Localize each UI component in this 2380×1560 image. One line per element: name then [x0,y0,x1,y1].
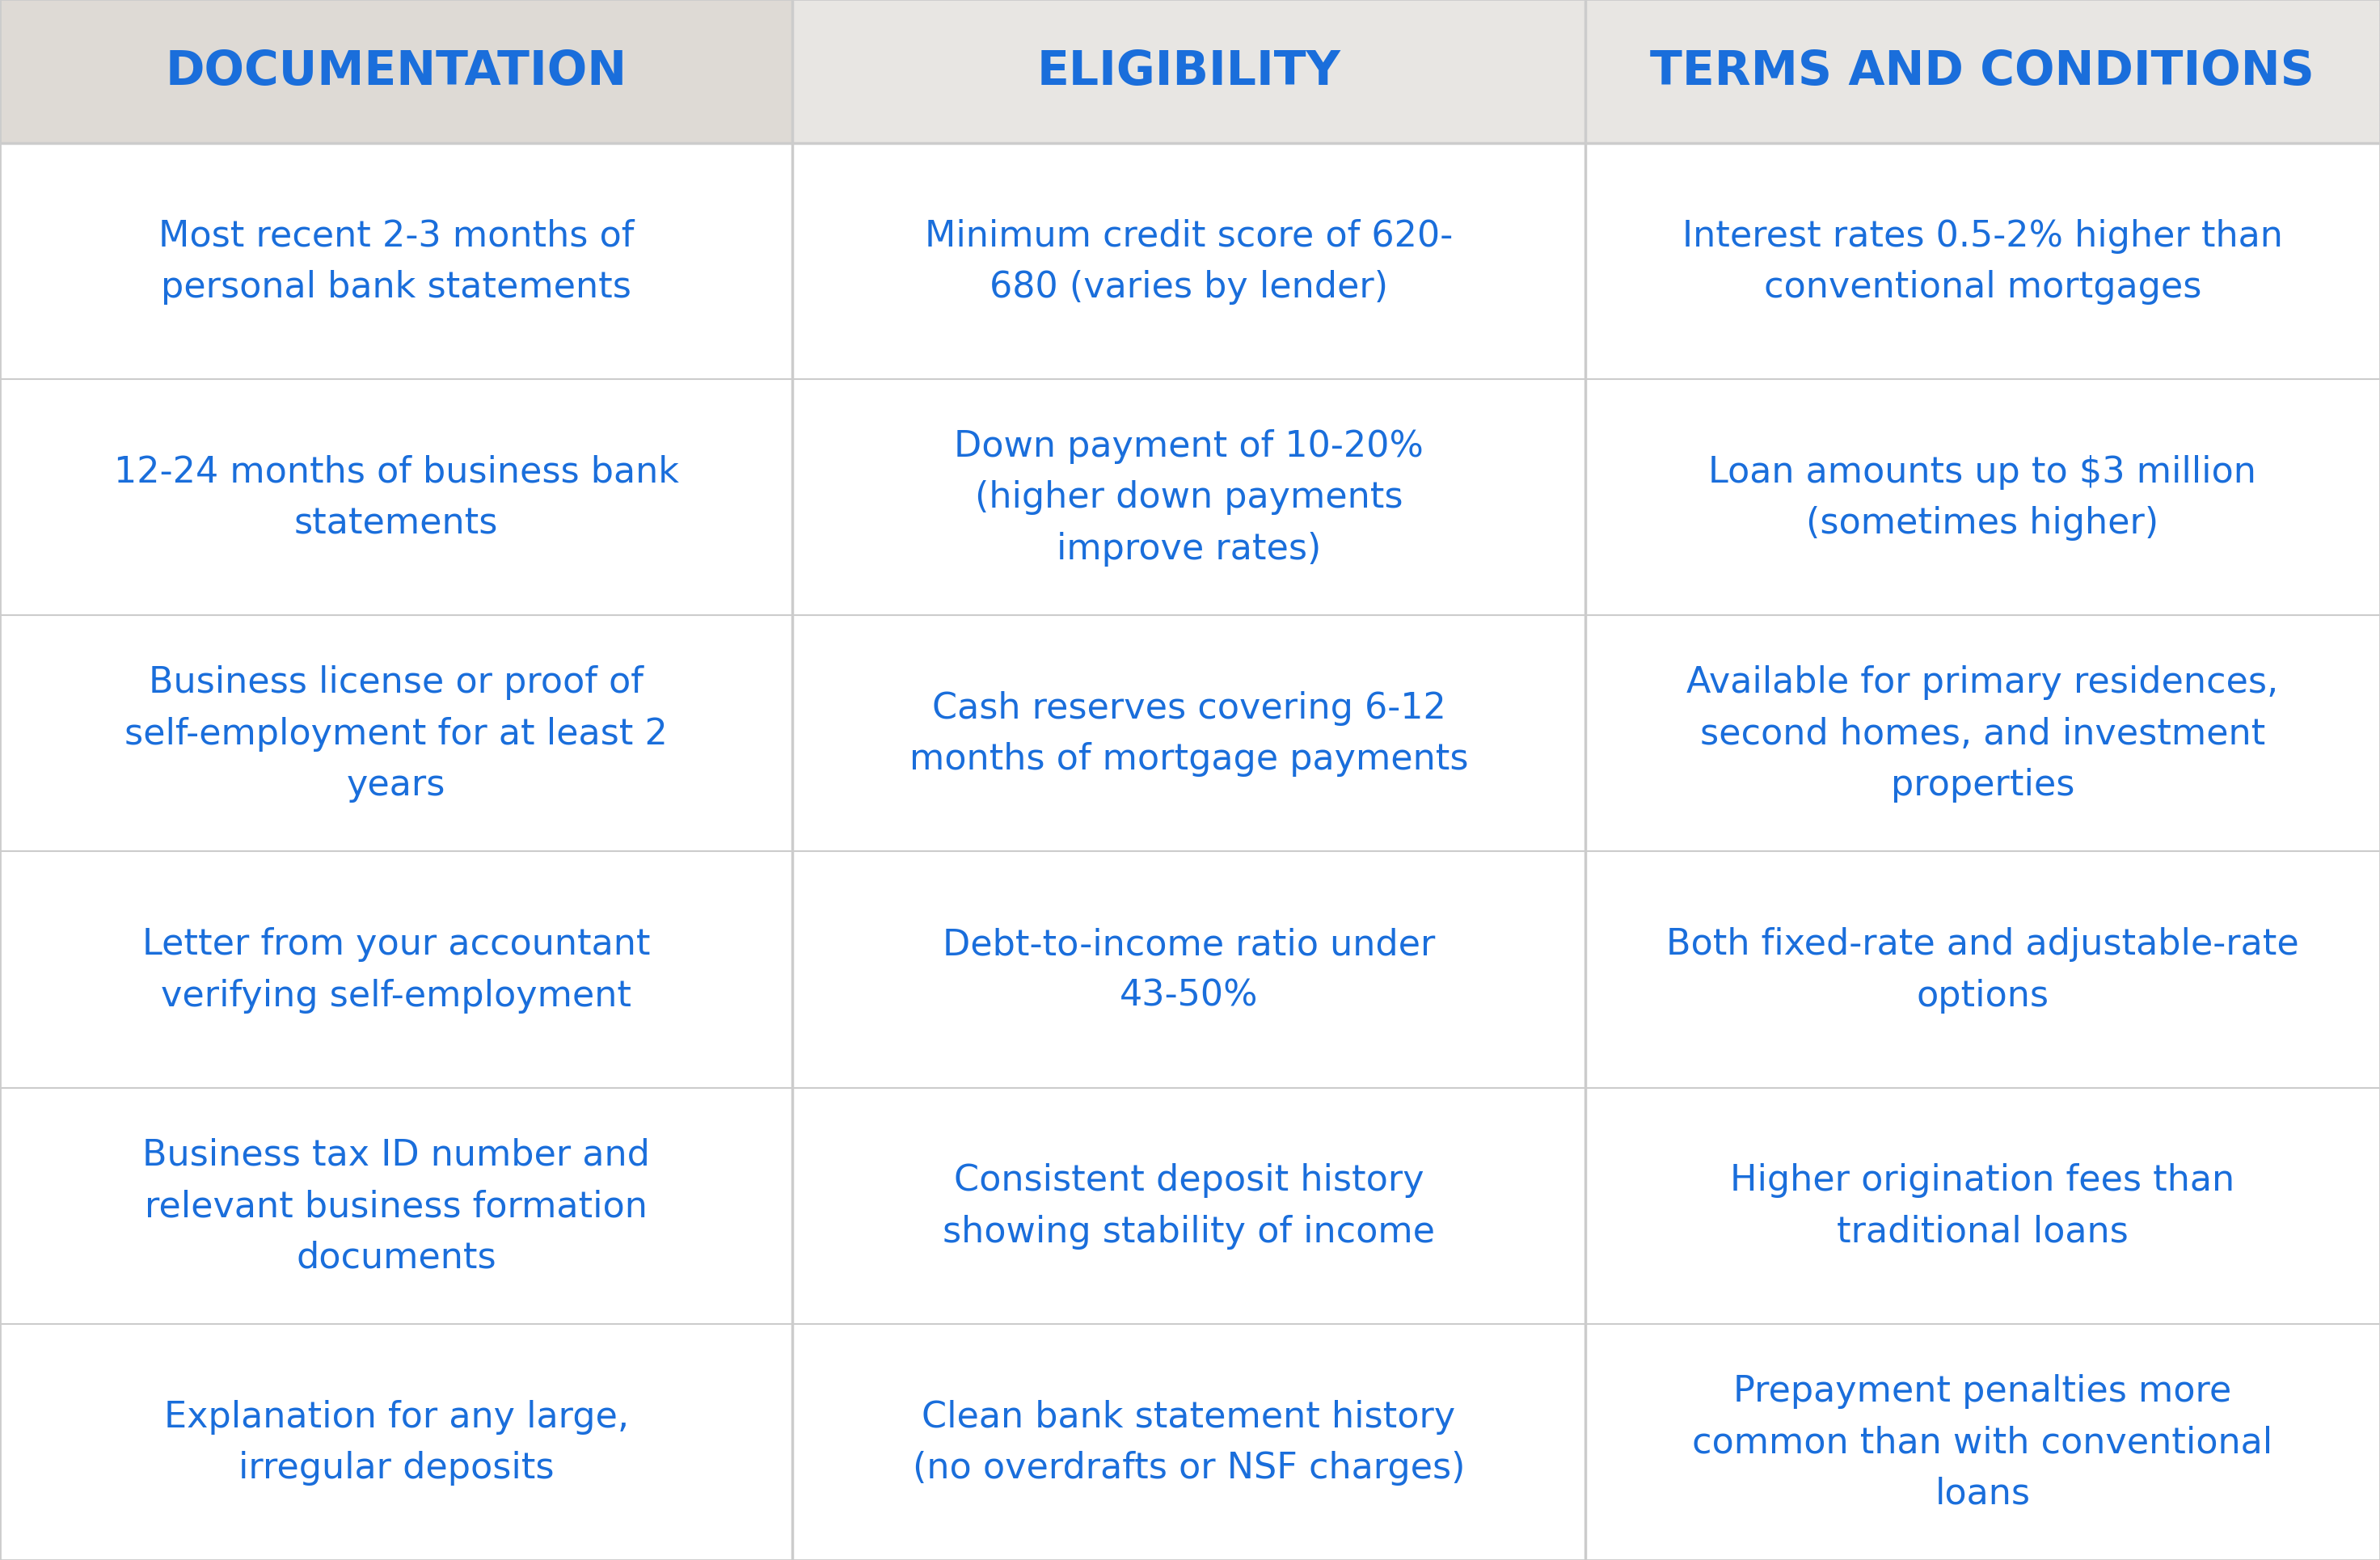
Text: Down payment of 10-20%
(higher down payments
improve rates): Down payment of 10-20% (higher down paym… [954,429,1423,566]
Text: Business license or proof of
self-employment for at least 2
years: Business license or proof of self-employ… [124,665,669,802]
Text: DOCUMENTATION: DOCUMENTATION [167,48,626,95]
Text: Prepayment penalties more
common than with conventional
loans: Prepayment penalties more common than wi… [1692,1373,2273,1510]
Text: Loan amounts up to $3 million
(sometimes higher): Loan amounts up to $3 million (sometimes… [1709,454,2256,541]
Text: Explanation for any large,
irregular deposits: Explanation for any large, irregular dep… [164,1399,628,1485]
Text: Available for primary residences,
second homes, and investment
properties: Available for primary residences, second… [1687,665,2278,802]
Text: Minimum credit score of 620-
680 (varies by lender): Minimum credit score of 620- 680 (varies… [926,218,1452,304]
FancyBboxPatch shape [0,144,2380,1560]
Text: Both fixed-rate and adjustable-rate
options: Both fixed-rate and adjustable-rate opti… [1666,927,2299,1012]
Text: Higher origination fees than
traditional loans: Higher origination fees than traditional… [1730,1162,2235,1250]
FancyBboxPatch shape [793,0,1585,144]
Text: Most recent 2-3 months of
personal bank statements: Most recent 2-3 months of personal bank … [159,218,633,304]
FancyBboxPatch shape [1585,0,2380,144]
Text: Business tax ID number and
relevant business formation
documents: Business tax ID number and relevant busi… [143,1137,650,1275]
Text: TERMS AND CONDITIONS: TERMS AND CONDITIONS [1649,48,2316,95]
Text: ELIGIBILITY: ELIGIBILITY [1038,48,1340,95]
Text: Interest rates 0.5-2% higher than
conventional mortgages: Interest rates 0.5-2% higher than conven… [1683,218,2282,304]
Text: Debt-to-income ratio under
43-50%: Debt-to-income ratio under 43-50% [942,927,1435,1012]
Text: Letter from your accountant
verifying self-employment: Letter from your accountant verifying se… [143,927,650,1012]
Text: 12-24 months of business bank
statements: 12-24 months of business bank statements [114,454,678,541]
FancyBboxPatch shape [0,0,793,144]
Text: Consistent deposit history
showing stability of income: Consistent deposit history showing stabi… [942,1162,1435,1250]
Text: Clean bank statement history
(no overdrafts or NSF charges): Clean bank statement history (no overdra… [912,1399,1466,1485]
Text: Cash reserves covering 6-12
months of mortgage payments: Cash reserves covering 6-12 months of mo… [909,691,1468,777]
